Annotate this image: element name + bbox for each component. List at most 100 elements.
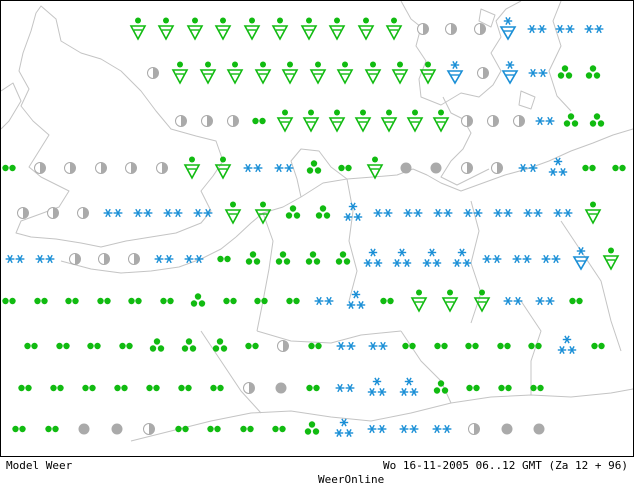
half-cloud-icon (140, 60, 166, 90)
half-cloud-icon (480, 108, 506, 138)
snow-shower-icon (568, 246, 594, 276)
half-cloud-icon (484, 155, 510, 185)
snow-stars-icon (332, 375, 358, 405)
rain-shower-icon (210, 16, 236, 46)
snow-stars-icon (524, 16, 550, 46)
snow-stars-icon (515, 155, 541, 185)
rain-shower-icon (437, 288, 463, 318)
snow-stars-icon (479, 246, 505, 276)
snow-stars-icon (311, 288, 337, 318)
rain-shower-icon (179, 155, 205, 185)
snow-stars3-icon (331, 416, 357, 446)
half-cloud-icon (121, 246, 147, 276)
half-cloud-icon (220, 108, 246, 138)
overcast-dot-icon (423, 155, 449, 185)
snow-stars-icon (190, 200, 216, 230)
rain-shower-icon (580, 200, 606, 230)
rain-shower-icon (267, 16, 293, 46)
snow-shower-icon (497, 60, 523, 90)
snow-stars-icon (538, 246, 564, 276)
snow-shower-icon (495, 16, 521, 46)
rain-dots3-icon (301, 155, 327, 185)
rain-dots-icon (246, 108, 272, 138)
rain-shower-icon (324, 108, 350, 138)
snow-stars-icon (151, 246, 177, 276)
rain-dots-icon (396, 333, 422, 363)
half-cloud-icon (470, 60, 496, 90)
half-cloud-icon (27, 155, 53, 185)
rain-shower-icon (598, 246, 624, 276)
weather-icon (112, 60, 138, 90)
rain-shower-icon (353, 16, 379, 46)
coastline-france (60, 236, 237, 274)
rain-shower-icon (298, 108, 324, 138)
snow-stars-icon (271, 155, 297, 185)
rain-shower-icon (305, 60, 331, 90)
rain-shower-icon (402, 108, 428, 138)
snow-stars-icon (460, 200, 486, 230)
rain-dots-icon (428, 333, 454, 363)
rain-shower-icon (362, 155, 388, 185)
rain-dots-icon (201, 416, 227, 446)
half-cloud-icon (88, 155, 114, 185)
rain-dots-icon (522, 333, 548, 363)
snow-stars-icon (130, 200, 156, 230)
overcast-dot-icon (494, 416, 520, 446)
border-2 (346, 178, 358, 302)
half-cloud-icon (194, 108, 220, 138)
rain-shower-icon (332, 60, 358, 90)
rain-dots3-icon (144, 333, 170, 363)
rain-shower-icon (250, 200, 276, 230)
snow-stars-icon (181, 246, 207, 276)
rain-dots3-icon (552, 60, 578, 90)
coastline-netherlands (290, 148, 348, 198)
coastline-sweden-east (548, 1, 572, 112)
overcast-dot-icon (104, 416, 130, 446)
weather-icon (96, 16, 122, 46)
rain-dots-icon (332, 155, 358, 185)
rain-dots-icon (248, 288, 274, 318)
rain-dots3-icon (584, 108, 610, 138)
snow-stars3-icon (364, 375, 390, 405)
rain-dots-icon (39, 416, 65, 446)
rain-dots-icon (1, 288, 22, 318)
snow-stars-icon (525, 60, 551, 90)
rain-shower-icon (182, 16, 208, 46)
rain-shower-icon (406, 288, 432, 318)
half-cloud-icon (467, 16, 493, 46)
rain-dots-icon (211, 246, 237, 276)
rain-dots-icon (172, 375, 198, 405)
overcast-dot-icon (71, 416, 97, 446)
rain-shower-icon (250, 60, 276, 90)
rain-shower-icon (125, 16, 151, 46)
half-cloud-icon (70, 200, 96, 230)
rain-dots-icon (12, 375, 38, 405)
snow-stars3-icon (340, 200, 366, 230)
border-6 (200, 330, 262, 414)
rain-dots-icon (300, 375, 326, 405)
rain-dots-icon (169, 416, 195, 446)
half-cloud-icon (136, 416, 162, 446)
rain-dots3-icon (310, 200, 336, 230)
coastline-scandinavia (400, 1, 522, 106)
rain-dots-icon (18, 333, 44, 363)
rain-shower-icon (153, 16, 179, 46)
coastline-map (1, 1, 633, 442)
rain-dots3-icon (176, 333, 202, 363)
snow-stars-icon (396, 416, 422, 446)
snow-shower-icon (442, 60, 468, 90)
snow-stars3-icon (360, 246, 386, 276)
rain-shower-icon (360, 60, 386, 90)
coastline-island-2 (478, 8, 496, 28)
rain-dots-icon (585, 333, 611, 363)
coastline-continent (235, 128, 633, 238)
rain-dots-icon (563, 288, 589, 318)
rain-shower-icon (296, 16, 322, 46)
snow-stars-icon (160, 200, 186, 230)
half-cloud-icon (118, 155, 144, 185)
snow-stars-icon (364, 416, 390, 446)
rain-dots3-icon (330, 246, 356, 276)
rain-dots-icon (239, 333, 265, 363)
snow-stars-icon (430, 200, 456, 230)
coastline-ireland (1, 82, 22, 130)
